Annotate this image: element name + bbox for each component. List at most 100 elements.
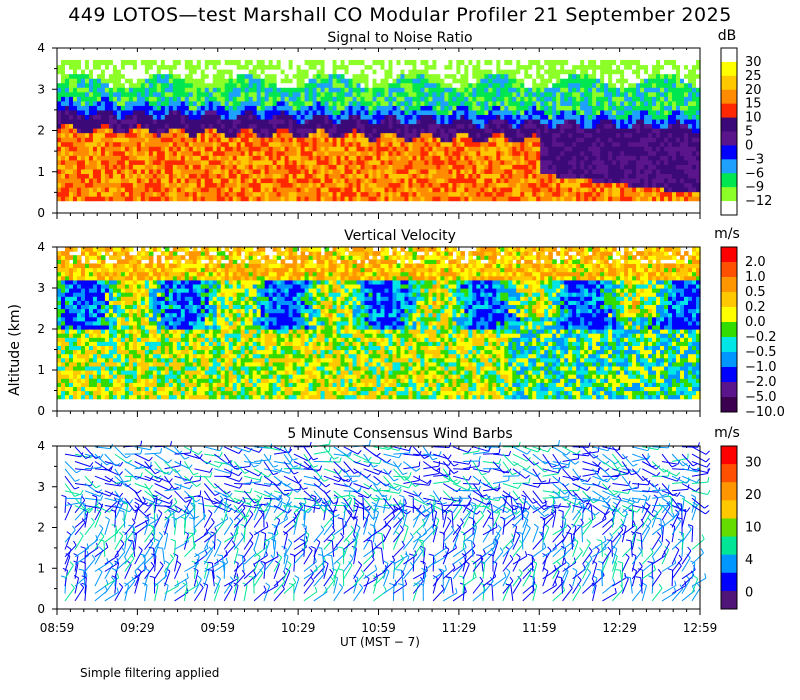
snr-cell — [164, 109, 170, 116]
snr-cell — [64, 146, 70, 152]
snr-cell — [152, 150, 158, 156]
snr-cell — [540, 159, 545, 165]
snr-cell — [168, 177, 174, 184]
snr-cell — [396, 105, 402, 111]
snr-cell — [116, 100, 122, 106]
snr-cell — [320, 155, 326, 161]
snr-cell — [160, 69, 166, 75]
snr-cell — [332, 177, 338, 184]
snr-cell — [108, 109, 114, 116]
snr-cell — [512, 187, 517, 193]
snr-cell — [160, 123, 166, 129]
snr-cell — [200, 109, 206, 116]
snr-cell — [136, 64, 142, 70]
snr-cell — [544, 182, 549, 188]
snr-cell — [188, 155, 194, 161]
snr-cell — [260, 123, 266, 129]
snr-cell — [444, 78, 449, 84]
snr-cell — [656, 141, 661, 147]
snr-cell — [564, 69, 569, 75]
snr-cell — [328, 78, 334, 84]
snr-cell — [57, 82, 62, 88]
snr-cell — [228, 105, 234, 111]
snr-cell — [84, 100, 90, 106]
snr-cell — [676, 78, 681, 84]
snr-cell — [128, 82, 134, 88]
snr-cell — [336, 141, 342, 147]
snr-cell — [640, 82, 645, 88]
snr-cell — [560, 187, 565, 193]
snr-cell — [668, 91, 673, 97]
snr-cell — [300, 191, 306, 197]
snr-cell — [548, 105, 553, 111]
snr-cell — [216, 164, 222, 170]
snr-cell — [96, 59, 102, 66]
snr-cell — [440, 73, 445, 79]
snr-cell — [228, 141, 234, 147]
snr-cell — [156, 73, 162, 79]
snr-cell — [556, 168, 561, 174]
snr-cell — [244, 137, 250, 143]
snr-cell — [500, 173, 505, 179]
snr-cell — [272, 118, 278, 125]
snr-cell — [428, 173, 434, 179]
snr-cell — [240, 191, 246, 197]
snr-cell — [600, 168, 605, 174]
snr-cell — [692, 159, 697, 165]
snr-cell — [132, 96, 138, 102]
snr-cell — [688, 196, 693, 202]
snr-cell — [348, 109, 354, 116]
snr-cell — [484, 173, 489, 179]
snr-cell — [148, 196, 154, 202]
snr-cell — [444, 109, 449, 116]
snr-cell — [124, 87, 130, 93]
snr-cell — [100, 168, 106, 174]
snr-cell — [292, 146, 298, 152]
snr-cell — [520, 114, 525, 120]
snr-cell — [408, 137, 414, 143]
snr-cell — [620, 128, 625, 134]
snr-cell — [348, 141, 354, 147]
snr-cell — [528, 182, 533, 188]
snr-cell — [57, 182, 62, 188]
snr-cell — [124, 73, 130, 79]
snr-cell — [380, 187, 386, 193]
snr-cell — [388, 196, 394, 202]
snr-cell — [72, 173, 78, 179]
snr-cell — [484, 155, 489, 161]
snr-cell — [680, 137, 685, 143]
snr-cell — [468, 196, 473, 202]
snr-cell — [296, 91, 302, 97]
snr-cell — [200, 59, 206, 66]
snr-cell — [652, 96, 657, 102]
snr-cell — [228, 128, 234, 134]
snr-cell — [136, 123, 142, 129]
snr-cell — [332, 146, 338, 152]
snr-cell — [252, 118, 258, 125]
snr-cell — [128, 78, 134, 84]
snr-cell — [640, 128, 645, 134]
snr-cell — [240, 141, 246, 147]
snr-cell — [540, 118, 545, 125]
snr-cell — [264, 118, 270, 125]
snr-cell — [536, 191, 541, 197]
snr-cell — [80, 173, 86, 179]
snr-cell — [128, 100, 134, 106]
snr-cell — [92, 132, 98, 138]
snr-cell — [636, 118, 641, 125]
snr-cell — [436, 150, 441, 156]
snr-cell — [80, 137, 86, 143]
snr-cell — [492, 64, 497, 70]
snr-cell — [276, 141, 282, 147]
snr-cell — [400, 177, 406, 184]
snr-cell — [600, 173, 605, 179]
snr-cell — [80, 64, 86, 70]
snr-cell — [680, 82, 685, 88]
snr-cell — [332, 114, 338, 120]
snr-cell — [696, 100, 701, 106]
snr-cell — [636, 164, 641, 170]
snr-cell — [156, 105, 162, 111]
snr-cell — [296, 100, 302, 106]
snr-cell — [552, 118, 557, 125]
snr-cell — [432, 82, 438, 88]
